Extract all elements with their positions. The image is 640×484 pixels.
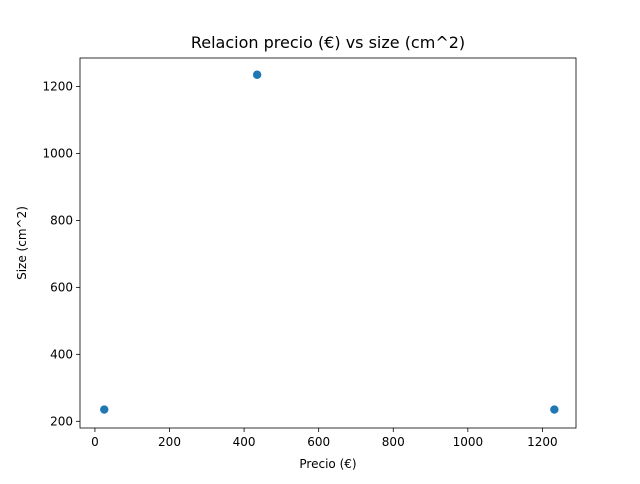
- x-tick-label-3: 600: [307, 435, 330, 449]
- data-point-2: [550, 405, 559, 414]
- y-tick-label-3: 800: [50, 213, 73, 227]
- data-point-0: [100, 405, 109, 414]
- x-tick-label-2: 400: [233, 435, 256, 449]
- plot-frame: [79, 57, 577, 429]
- y-tick-label-2: 600: [50, 280, 73, 294]
- y-tick-label-5: 1200: [42, 79, 73, 93]
- y-axis-label: Size (cm^2): [15, 206, 29, 280]
- x-tick-label-4: 800: [382, 435, 405, 449]
- y-tick-label-4: 1000: [42, 146, 73, 160]
- x-axis-label: Precio (€): [299, 457, 356, 471]
- x-tick-label-6: 1200: [527, 435, 558, 449]
- y-tick-label-1: 400: [50, 347, 73, 361]
- x-tick-label-5: 1000: [453, 435, 484, 449]
- data-point-1: [252, 70, 262, 79]
- plot-area: 0 200 400 600 800 1000 1200 200 400 600 800 1000 120…: [42, 57, 577, 449]
- x-tick-label-0: 0: [91, 435, 99, 449]
- chart-title: Relacion precio (€) vs size (cm^2): [191, 33, 465, 52]
- y-tick-label-0: 200: [50, 414, 73, 428]
- x-tick-label-1: 200: [158, 435, 181, 449]
